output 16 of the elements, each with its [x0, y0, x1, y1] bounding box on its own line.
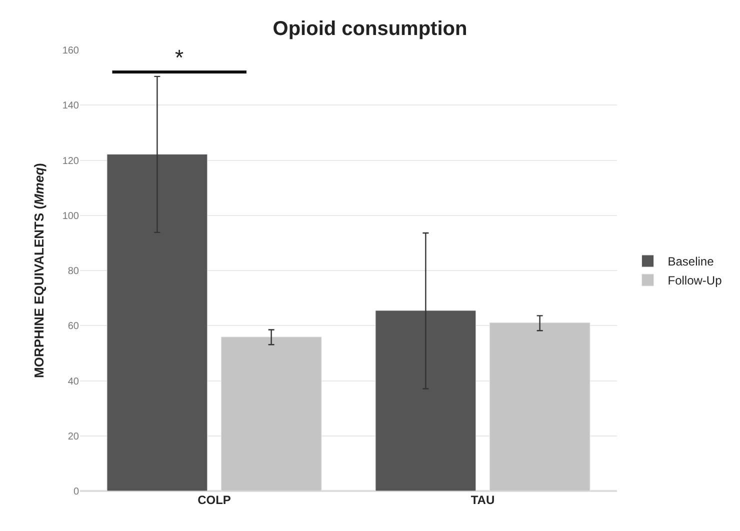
- y-tick-label: 0: [73, 486, 80, 498]
- y-tick-label: 20: [68, 431, 80, 442]
- x-tick-label: COLP: [198, 493, 231, 507]
- y-tick-label: 80: [68, 266, 80, 277]
- y-tick-label: 40: [68, 376, 80, 388]
- x-tick-label: TAU: [470, 493, 495, 507]
- y-tick-label: 120: [62, 156, 80, 167]
- y-axis-title: MORPHINE EQUIVALENTS (Mmeq): [31, 162, 46, 378]
- legend-label: Follow-Up: [668, 274, 722, 288]
- y-tick-label: 160: [62, 46, 80, 56]
- annotation: *: [175, 45, 184, 70]
- y-tick-label: 140: [62, 100, 80, 112]
- chart-title: Opioid consumption: [272, 18, 468, 40]
- y-tick-label: 60: [68, 321, 80, 332]
- y-tick-label: 100: [62, 210, 80, 222]
- legend-label: Baseline: [668, 254, 714, 269]
